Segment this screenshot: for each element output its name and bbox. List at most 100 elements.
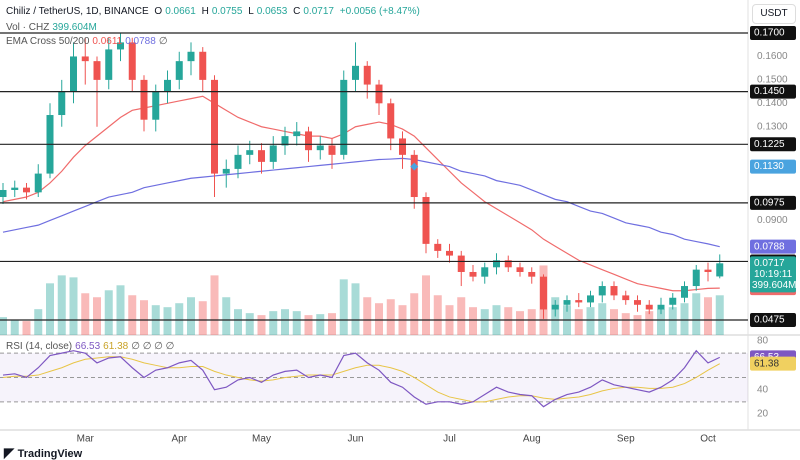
volume-bar xyxy=(57,275,66,335)
volume-bar xyxy=(621,313,630,335)
level-label: 0.1225 xyxy=(754,139,785,150)
candle-body xyxy=(128,42,136,80)
x-tick-label: May xyxy=(252,434,271,445)
candle-body xyxy=(434,243,442,251)
candle-body xyxy=(622,295,630,301)
candle-body xyxy=(164,79,171,92)
level-label-box xyxy=(750,26,796,41)
x-tick-label: Mar xyxy=(77,434,95,445)
candle-body xyxy=(246,150,254,155)
rsi-off-marks: ∅ ∅ ∅ ∅ xyxy=(131,341,175,352)
volume-bar xyxy=(281,309,289,335)
candle-body xyxy=(211,79,218,174)
volume-bar xyxy=(198,301,207,335)
candle-body xyxy=(152,91,160,120)
rsi-tick-label: 20 xyxy=(757,409,769,420)
ema-legend: EMA Cross 50/200 0.0611 0.0788 ∅ xyxy=(6,36,171,47)
candle-body xyxy=(610,286,618,296)
level-label: 0.1700 xyxy=(754,28,785,39)
volume-bar xyxy=(339,279,348,335)
candle-body xyxy=(387,103,395,139)
volume-bar xyxy=(469,307,477,335)
volume-bar xyxy=(657,309,665,335)
candle-body xyxy=(34,173,42,193)
rsi-ma-value: 61.38 xyxy=(103,341,129,352)
volume-bar xyxy=(610,309,618,335)
candle-body xyxy=(528,271,536,277)
close-value: 0.0717 xyxy=(303,6,334,17)
volume-bar xyxy=(692,293,701,335)
x-tick-label: Aug xyxy=(523,434,541,445)
candle-body xyxy=(328,145,336,155)
y-tick-label: 0.1400 xyxy=(757,98,788,109)
volume-bar xyxy=(69,277,78,335)
candle-body xyxy=(175,61,183,80)
candle-body xyxy=(598,286,606,296)
volume-bar xyxy=(457,297,466,335)
ema-title: EMA Cross 50/200 xyxy=(6,36,90,47)
volume-label: 399.604M xyxy=(752,280,796,291)
volume-bar xyxy=(304,315,313,335)
brand-text: TradingView xyxy=(17,448,83,460)
volume-title: Vol · CHZ xyxy=(6,22,50,33)
volume-bar xyxy=(187,297,195,335)
candle-body xyxy=(399,138,406,155)
volume-bar xyxy=(680,303,689,335)
volume-bar xyxy=(292,311,301,335)
volume-bar xyxy=(668,307,677,335)
candle-body xyxy=(704,269,712,272)
alert-marker xyxy=(410,162,419,171)
volume-bar xyxy=(504,307,513,335)
level-label: 0.0975 xyxy=(754,198,785,209)
candle-body xyxy=(187,51,195,62)
candle-body xyxy=(551,304,559,310)
level-label-box xyxy=(750,137,796,152)
level-label: 0.0475 xyxy=(754,315,785,326)
volume-bar xyxy=(81,293,90,335)
candle-body xyxy=(316,145,324,151)
low-value: 0.0653 xyxy=(256,6,288,17)
volume-bar xyxy=(598,303,607,335)
level-label: 0.1450 xyxy=(754,86,785,97)
rsi-ma-line xyxy=(2,356,720,403)
candle-body xyxy=(23,187,30,193)
candle-body xyxy=(11,187,19,190)
candle-body xyxy=(410,154,418,198)
volume-bar xyxy=(46,283,54,335)
level-label-box xyxy=(750,313,796,328)
candle-body xyxy=(363,65,371,85)
candle-body xyxy=(540,276,547,310)
candle-body xyxy=(81,56,89,62)
currency-button[interactable]: USDT xyxy=(752,4,796,24)
candle-body xyxy=(587,295,594,303)
volume-bar xyxy=(480,309,489,335)
x-tick-label: Jun xyxy=(347,434,363,445)
ema50-line xyxy=(2,95,720,292)
symbol: Chiliz / TetherUS, 1D, BINANCE xyxy=(6,6,149,17)
price-label: 0.0717 xyxy=(754,258,785,269)
rsi-tick-label: 80 xyxy=(757,336,769,347)
low-label: L xyxy=(248,6,254,17)
candle-body xyxy=(70,56,77,92)
candle-body xyxy=(234,154,242,169)
high-value: 0.0755 xyxy=(211,6,243,17)
candle-body xyxy=(58,91,66,116)
volume-bar xyxy=(222,297,231,335)
volume-bar xyxy=(140,300,148,335)
volume-bar xyxy=(422,275,430,335)
volume-bar xyxy=(715,295,724,335)
x-tick-label: Sep xyxy=(617,434,635,445)
volume-bar xyxy=(175,303,184,335)
volume-bar xyxy=(363,297,372,335)
volume-bar xyxy=(351,283,360,335)
ema200-label: 0.0788 xyxy=(754,241,785,252)
candle-body xyxy=(716,263,724,277)
price-pane xyxy=(0,33,724,335)
volume-bar xyxy=(433,295,442,335)
candle-body xyxy=(117,42,124,50)
candle-body xyxy=(0,189,7,198)
y-tick-label: 0.1600 xyxy=(757,51,788,62)
candle-body xyxy=(199,51,207,80)
candle-body xyxy=(269,145,277,162)
